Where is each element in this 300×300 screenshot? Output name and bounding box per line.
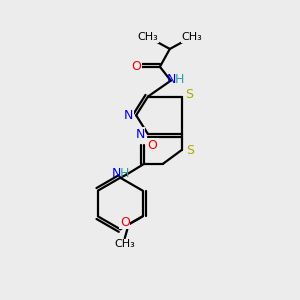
Text: S: S: [186, 143, 194, 157]
Text: N: N: [135, 128, 145, 141]
Text: H: H: [120, 167, 129, 180]
Text: O: O: [131, 60, 141, 73]
Text: CH₃: CH₃: [181, 32, 202, 42]
Text: N: N: [112, 167, 121, 180]
Text: N: N: [167, 73, 176, 86]
Text: H: H: [175, 73, 184, 86]
Text: O: O: [120, 216, 130, 229]
Text: CH₃: CH₃: [114, 239, 135, 249]
Text: CH₃: CH₃: [138, 32, 158, 42]
Text: N: N: [124, 109, 133, 122]
Text: S: S: [184, 88, 193, 101]
Text: O: O: [147, 139, 157, 152]
